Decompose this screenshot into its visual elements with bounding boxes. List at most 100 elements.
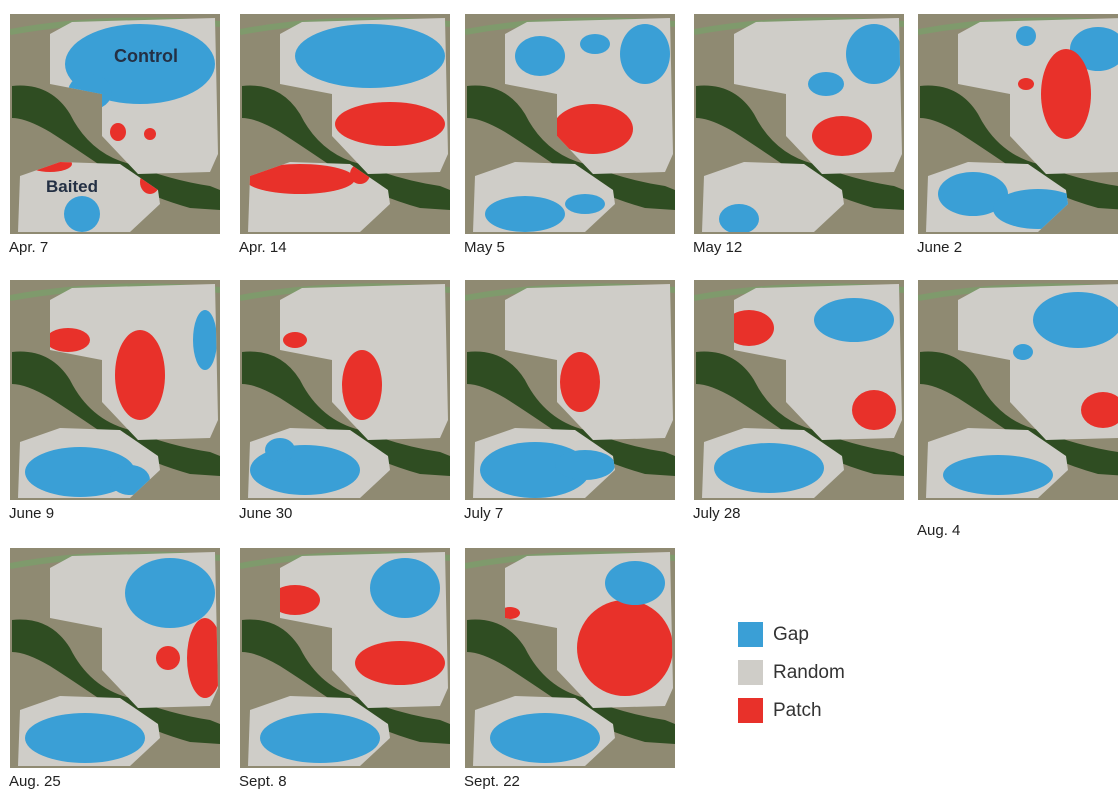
panel-date-label: Apr. 7 [9, 239, 49, 256]
patch-region [355, 641, 445, 685]
patch-region [342, 350, 382, 420]
patch-region [187, 618, 218, 698]
panel-date-label: Sept. 22 [464, 773, 520, 790]
patch-region [144, 128, 156, 140]
panel-date-label: Sept. 8 [239, 773, 287, 790]
patch-region [734, 310, 774, 346]
baited-field [18, 162, 160, 232]
gap-region [25, 713, 145, 763]
map-panel: Sept. 8 [239, 548, 450, 790]
patch-region [852, 390, 896, 430]
aerial-map [240, 548, 450, 768]
riparian-vegetation [696, 85, 904, 210]
gap-region [580, 34, 610, 54]
patch-region [115, 330, 165, 420]
patch-region [283, 332, 307, 348]
gap-region [1016, 26, 1036, 46]
patch-region [50, 328, 90, 352]
gap-region [295, 24, 445, 88]
aerial-map [694, 280, 904, 500]
gap-region [1033, 292, 1118, 348]
map-panel: Aug. 4 [917, 280, 1118, 539]
aerial-map [465, 280, 675, 500]
riparian-vegetation [467, 619, 675, 744]
control-field-label: Control [114, 46, 178, 66]
panel-date-label: Aug. 25 [9, 773, 61, 790]
panel-date-label: Apr. 14 [239, 239, 287, 256]
gap-region [515, 36, 565, 76]
legend-swatch [738, 660, 763, 685]
panel-date-label: June 30 [239, 505, 293, 522]
gap-region [719, 204, 759, 232]
aerial-map [694, 14, 904, 234]
aerial-map: Control Baited [10, 14, 220, 234]
patch-region [335, 102, 445, 146]
gap-region [1070, 27, 1118, 71]
aerial-map [465, 548, 675, 768]
gap-region [814, 298, 894, 342]
map-panel: Control Baited Apr. 7 [9, 14, 220, 256]
aerial-map [10, 548, 220, 768]
riparian-vegetation [696, 351, 904, 476]
legend-label: Patch [773, 700, 822, 721]
gap-region [110, 465, 150, 495]
map-panel: May 12 [693, 14, 904, 256]
aerial-map [240, 280, 450, 500]
gap-region [64, 196, 100, 232]
aerial-map [10, 280, 220, 500]
riparian-vegetation [12, 351, 220, 476]
patch-region [560, 352, 600, 412]
map-panel: July 28 [693, 280, 904, 522]
gap-region [265, 438, 295, 462]
map-panel: Sept. 22 [464, 548, 675, 790]
riparian-vegetation [242, 351, 450, 476]
gap-region [938, 172, 1008, 216]
riparian-vegetation [12, 85, 220, 210]
riparian-vegetation [12, 619, 220, 744]
riparian-vegetation [920, 85, 1118, 210]
aerial-map [918, 280, 1118, 500]
gap-region [490, 713, 600, 763]
map-panel: Aug. 25 [9, 548, 220, 790]
panel-date-label: May 12 [693, 239, 743, 256]
legend-swatch [738, 622, 763, 647]
gap-region [485, 196, 565, 232]
patch-region [1041, 49, 1091, 139]
patch-region [248, 164, 355, 194]
riparian-vegetation [242, 85, 450, 210]
legend-swatch [738, 698, 763, 723]
panel-date-label: Aug. 4 [917, 522, 961, 539]
patch-region [156, 646, 180, 670]
gap-region [193, 310, 217, 370]
map-panel: Apr. 14 [239, 14, 450, 256]
gap-region [808, 72, 844, 96]
panel-date-label: May 5 [464, 239, 505, 256]
gap-region [714, 443, 824, 493]
panel-date-label: July 7 [464, 505, 504, 522]
gap-region [25, 447, 135, 497]
map-panel: May 5 [464, 14, 675, 256]
gap-region [125, 558, 215, 628]
gap-region [846, 24, 902, 84]
panel-date-label: June 9 [9, 505, 55, 522]
aerial-map [240, 14, 450, 234]
riparian-vegetation [242, 619, 450, 744]
baited-field-label: Baited [46, 177, 98, 196]
gap-region [943, 455, 1053, 495]
map-panel: June 2 [917, 14, 1118, 256]
patch-region [505, 607, 520, 619]
aerial-map [918, 14, 1118, 234]
patch-region [553, 104, 633, 154]
patch-region [110, 123, 126, 141]
map-panel: June 9 [9, 280, 220, 522]
map-panel: June 30 [239, 280, 450, 522]
riparian-vegetation [467, 85, 675, 210]
aerial-map [465, 14, 675, 234]
panel-date-label: June 2 [917, 239, 963, 256]
patch-region [577, 600, 673, 696]
riparian-vegetation [920, 351, 1118, 476]
gap-region [370, 558, 440, 618]
legend-label: Random [773, 662, 845, 683]
gap-region [565, 194, 605, 214]
patch-region [1018, 78, 1034, 90]
